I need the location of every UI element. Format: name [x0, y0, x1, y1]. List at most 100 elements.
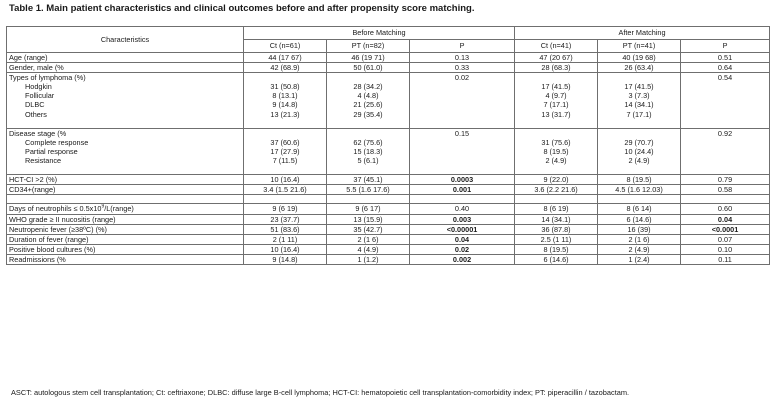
cell-pt-before: 62 (75.6) 15 (18.3) 5 (6.1) — [326, 127, 410, 176]
characteristics-table: Characteristics Before Matching After Ma… — [6, 26, 771, 265]
cell-pt-after: 6 (14.6) — [597, 213, 682, 225]
sub-label: Complete response — [25, 137, 89, 147]
header-pt-before: PT (n=82) — [326, 39, 410, 53]
cell-ct-before: 31 (50.8) 8 (13.1) 9 (14.8) 13 (21.3) — [243, 72, 327, 129]
cell-ct-after: 3.6 (2.2 21.6) — [514, 184, 599, 196]
cell-ct-before: 23 (37.7) — [243, 213, 327, 225]
header-pt-after: PT (n=41) — [597, 39, 682, 53]
row-label-group: Disease stage (% Complete response Parti… — [6, 127, 244, 176]
cell-pt-after: 8 (19.5) — [597, 174, 682, 186]
cell-ct-before: 2 (1 11) — [243, 233, 327, 245]
cell-ct-after: 2.5 (1 11) — [514, 233, 599, 245]
table-row: CD34+(range) 3.4 (1.5 21.6) 5.5 (1.6 17.… — [6, 184, 771, 196]
cell-ct-after: 8 (19.5) — [514, 243, 599, 255]
row-label: Gender, male (% — [6, 62, 244, 74]
cell-pt-after: 16 (39) — [597, 223, 682, 235]
cell-p-before: 0.001 — [408, 184, 516, 196]
cell-p-after: 0.11 — [680, 253, 771, 265]
cell-pt-before: 35 (42.7) — [326, 223, 410, 235]
cell-pt-before: 1 (1.2) — [326, 253, 410, 265]
cell-ct-before: 44 (17 67) — [243, 51, 327, 64]
cell-pt-after: 4.5 (1.6 12.03) — [597, 184, 682, 196]
row-label: HCT-CI >2 (%) — [6, 174, 244, 186]
cell-p-before: 0.002 — [408, 253, 516, 265]
cell-p-after: 0.79 — [680, 174, 771, 186]
cell-ct-after: 6 (14.6) — [514, 253, 599, 265]
cell-pt-before: 46 (19 71) — [326, 51, 410, 64]
cell-pt-before: 50 (61.0) — [326, 62, 410, 74]
cell-ct-before: 3.4 (1.5 21.6) — [243, 184, 327, 196]
row-label: Readmissions (% — [6, 253, 244, 265]
row-label: Duration of fever (range) — [6, 233, 244, 245]
cell-pt-after: 8 (6 14) — [597, 203, 682, 215]
row-label: CD34+(range) — [6, 184, 244, 196]
cell-p-after: 0.07 — [680, 233, 771, 245]
cell-p-before: 0.13 — [408, 51, 516, 64]
cell-ct-before: 9 (6 19) — [243, 203, 327, 215]
cell-pt-after: 1 (2.4) — [597, 253, 682, 265]
cell-p-before: 0.40 — [408, 203, 516, 215]
cell-ct-after: 17 (41.5) 4 (9.7) 7 (17.1) 13 (31.7) — [514, 72, 599, 129]
cell-p-after: 0.60 — [680, 203, 771, 215]
cell-pt-after: 29 (70.7) 10 (24.4) 2 (4.9) — [597, 127, 682, 176]
cell-pt-before: 37 (45.1) — [326, 174, 410, 186]
sub-label: Partial response — [25, 146, 78, 156]
cell-pt-after: 40 (19 68) — [597, 51, 682, 64]
table-row: Gender, male (% 42 (68.9) 50 (61.0) 0.33… — [6, 62, 771, 74]
cell-pt-after: 2 (4.9) — [597, 243, 682, 255]
cell-ct-after: 28 (68.3) — [514, 62, 599, 74]
cell-ct-after: 47 (20 67) — [514, 51, 599, 64]
cell-pt-before: 4 (4.9) — [326, 243, 410, 255]
group-title: Types of lymphoma (%) — [9, 73, 86, 83]
cell-ct-after: 14 (34.1) — [514, 213, 599, 225]
row-label: Days of neutrophils ≤ 0.5x109/L(range) — [6, 203, 244, 215]
cell-pt-before: 13 (15.9) — [326, 213, 410, 225]
cell-ct-after: 31 (75.6) 8 (19.5) 2 (4.9) — [514, 127, 599, 176]
cell-ct-after: 8 (6 19) — [514, 203, 599, 215]
cell-p-after: 0.58 — [680, 184, 771, 196]
cell-pt-before: 5.5 (1.6 17.6) — [326, 184, 410, 196]
row-label: WHO grade ≥ II nucositis (range) — [6, 213, 244, 225]
sub-label: Resistance — [25, 156, 62, 166]
cell-ct-before: 42 (68.9) — [243, 62, 327, 74]
cell-p-after: 0.54 — [680, 72, 771, 129]
cell-p-after: <0.0001 — [680, 223, 771, 235]
header-p-before: P — [408, 39, 516, 53]
cell-p-after: 0.64 — [680, 62, 771, 74]
cell-ct-before: 10 (16.4) — [243, 174, 327, 186]
cell-ct-after: 36 (87.8) — [514, 223, 599, 235]
table-row: Readmissions (% 9 (14.8) 1 (1.2) 0.002 6… — [6, 253, 771, 265]
sub-label: DLBC — [25, 100, 45, 110]
table-row: Days of neutrophils ≤ 0.5x109/L(range) 9… — [6, 203, 771, 215]
cell-p-before: 0.02 — [408, 72, 516, 129]
row-label-group: Types of lymphoma (%) Hodgkin Follicular… — [6, 72, 244, 129]
cell-p-before: 0.0003 — [408, 174, 516, 186]
group-title: Disease stage (% — [9, 128, 67, 138]
row-label: Age (range) — [6, 51, 244, 64]
cell-ct-after: 9 (22.0) — [514, 174, 599, 186]
cell-p-after: 0.92 — [680, 127, 771, 176]
cell-pt-before: 9 (6 17) — [326, 203, 410, 215]
footnote: ASCT: autologous stem cell transplantati… — [11, 388, 630, 397]
cell-pt-before: 28 (34.2) 4 (4.8) 21 (25.6) 29 (35.4) — [326, 72, 410, 129]
cell-p-after: 0.04 — [680, 213, 771, 225]
cell-ct-before: 9 (14.8) — [243, 253, 327, 265]
header-before-matching: Before Matching — [242, 26, 516, 40]
table-row: WHO grade ≥ II nucositis (range) 23 (37.… — [6, 213, 771, 225]
row-label: Neutropenic fever (≥38ºC) (%) — [6, 223, 244, 235]
cell-p-before: 0.33 — [408, 62, 516, 74]
sub-label: Hodgkin — [25, 82, 52, 92]
cell-p-before: 0.003 — [408, 213, 516, 225]
cell-ct-before: 51 (83.6) — [243, 223, 327, 235]
cell-p-after: 0.10 — [680, 243, 771, 255]
table-row: Duration of fever (range) 2 (1 11) 2 (1 … — [6, 233, 771, 245]
header-ct-before: Ct (n=61) — [243, 39, 327, 53]
table-row: Age (range) 44 (17 67) 46 (19 71) 0.13 4… — [6, 51, 771, 64]
header-p-after: P — [680, 39, 771, 53]
table-row-group: Types of lymphoma (%) Hodgkin Follicular… — [6, 72, 771, 129]
table-title: Table 1. Main patient characteristics an… — [9, 3, 475, 14]
sub-label: Others — [25, 109, 47, 119]
cell-pt-before: 2 (1 6) — [326, 233, 410, 245]
cell-p-after: 0.51 — [680, 51, 771, 64]
header-after-matching: After Matching — [514, 26, 771, 40]
